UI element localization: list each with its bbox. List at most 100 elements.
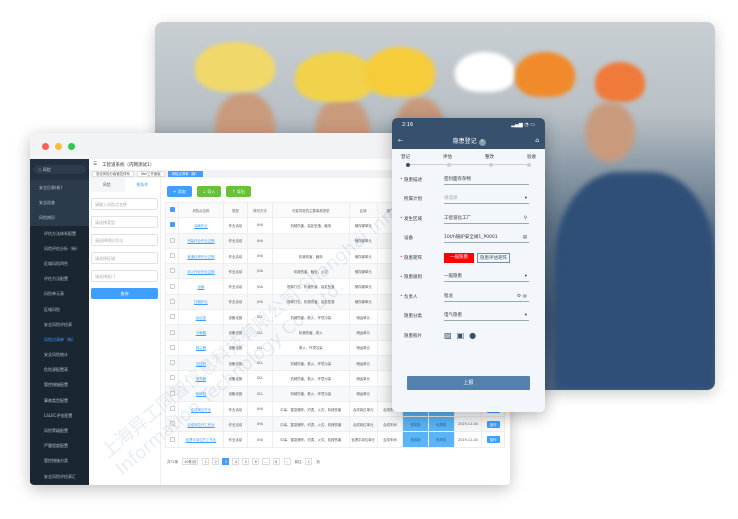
row-checkbox[interactable]: [164, 309, 180, 326]
row-checkbox[interactable]: [164, 339, 180, 356]
method-select[interactable]: 请选择辨识方法: [91, 234, 158, 246]
page-button[interactable]: 2: [212, 457, 220, 465]
sidebar-item[interactable]: 风险等级配置: [30, 423, 89, 439]
back-arrow-icon[interactable]: ←: [398, 137, 404, 144]
home-icon[interactable]: ⌂: [535, 137, 539, 144]
cell[interactable]: 换热器: [178, 370, 224, 387]
field-input[interactable]: 工智道化工厂 ⚲: [444, 214, 529, 224]
field-input[interactable]: 密封面有杂物: [444, 175, 529, 185]
add-video-icon[interactable]: ▣: [456, 330, 465, 340]
sidebar-item[interactable]: 区域风险: [30, 301, 89, 317]
dropdown-arrow-icon[interactable]: ▾: [524, 313, 527, 319]
row-checkbox[interactable]: [164, 385, 180, 402]
cell[interactable]: 空压机: [178, 354, 224, 372]
sidebar-item[interactable]: LSLEC评估配置: [30, 407, 89, 423]
cell[interactable]: 涂刷作业: [178, 217, 224, 234]
page-button[interactable]: ...: [262, 457, 270, 465]
field-input[interactable]: 电气隐患 ▾: [444, 311, 529, 322]
page-button[interactable]: 3: [222, 457, 230, 465]
field-input[interactable]: 请选择 ▾: [444, 194, 529, 205]
sidebar-item[interactable]: 安全风险评估表汇: [30, 468, 89, 484]
page-button[interactable]: 8: [272, 457, 280, 465]
search-button[interactable]: 查询: [91, 288, 158, 299]
sidebar-item[interactable]: 危险源配置表: [30, 362, 89, 378]
page-button[interactable]: 6: [252, 457, 260, 465]
dropdown-arrow-icon[interactable]: ▾: [524, 274, 527, 280]
sidebar-item[interactable]: 严重程度配置: [30, 438, 89, 454]
sidebar-item[interactable]: 安全风险统计: [30, 347, 89, 363]
row-checkbox[interactable]: [164, 354, 180, 372]
field-input[interactable]: 程龙 ⚙ @: [444, 292, 529, 302]
maximize-button[interactable]: [68, 142, 75, 150]
row-checkbox[interactable]: [164, 247, 180, 265]
cell[interactable]: 合成岗位作业: [178, 400, 224, 418]
tab-risk-control[interactable]: 安全风险分级管控体系: [92, 171, 134, 177]
cell[interactable]: 分离器: [178, 324, 224, 341]
row-checkbox[interactable]: [164, 416, 180, 433]
sidebar-item[interactable]: 风险点清单（新）: [30, 331, 89, 348]
row-checkbox[interactable]: [164, 431, 180, 448]
cell[interactable]: 动火作业作业过程: [178, 263, 224, 280]
cell[interactable]: 打磨作业: [178, 293, 224, 311]
operate-button[interactable]: 操作: [486, 436, 500, 444]
cell[interactable]: 氨透平岗位开工作业: [178, 431, 224, 448]
page-button[interactable]: 1: [202, 457, 210, 465]
row-checkbox[interactable]: [164, 232, 180, 249]
filter-tab-condition[interactable]: 按条件: [124, 178, 160, 192]
type-select[interactable]: 请选择类型: [91, 216, 158, 228]
department-select[interactable]: 请选择部门: [91, 270, 158, 282]
sidebar-item[interactable]: 管控措施配置: [30, 377, 89, 393]
page-button[interactable]: 4: [232, 457, 240, 465]
next-page-button[interactable]: ›: [283, 457, 291, 465]
sidebar-item[interactable]: 评估方法配置: [30, 271, 89, 287]
sidebar-item[interactable]: 管控措施分类: [30, 453, 89, 469]
operate-button[interactable]: 操作: [486, 420, 500, 428]
location-pin-icon[interactable]: ⚲: [523, 215, 527, 221]
submit-button[interactable]: 上报: [407, 376, 530, 390]
add-button[interactable]: + 添加: [167, 186, 192, 197]
page-button[interactable]: 5: [242, 457, 250, 465]
help-icon[interactable]: ?: [478, 138, 486, 146]
scan-icon[interactable]: ▤: [522, 235, 527, 241]
sidebar-item[interactable]: 风险评估分析（新）: [30, 240, 89, 256]
sidebar-item[interactable]: 风险单元表: [30, 286, 89, 302]
cell[interactable]: 合成岗位开工作业: [178, 416, 224, 433]
select-all-checkbox[interactable]: [164, 201, 180, 219]
dropdown-arrow-icon[interactable]: ▾: [524, 196, 527, 202]
goto-input[interactable]: 1: [305, 457, 313, 465]
sidebar-item[interactable]: 安全风险评估表: [30, 316, 89, 332]
matrix-button[interactable]: 隐患评估矩阵: [477, 252, 510, 263]
close-button[interactable]: [42, 142, 49, 150]
cell[interactable]: 吊装作业作业过程: [178, 232, 224, 249]
cell[interactable]: 反应釜: [178, 309, 224, 326]
cell[interactable]: 运输: [178, 278, 224, 295]
minimize-button[interactable]: [55, 142, 62, 150]
add-voice-icon[interactable]: ●: [469, 330, 477, 340]
row-checkbox[interactable]: [164, 324, 180, 341]
area-select[interactable]: 请选择区域: [91, 252, 158, 264]
import-button[interactable]: ⇣ 导入: [196, 186, 222, 197]
tab-workbench[interactable]: Wel工作面板: [136, 171, 165, 177]
sidebar-item[interactable]: 事故类型配置: [30, 392, 89, 408]
name-input[interactable]: 请输入风险点名称: [91, 198, 158, 210]
sidebar-item[interactable]: 安全巡查: [30, 195, 89, 211]
sidebar-item[interactable]: 区域风险四色: [30, 255, 89, 272]
person-icons[interactable]: ⚙ @: [517, 293, 527, 299]
cell[interactable]: 管道检修作业过程: [178, 247, 224, 265]
page-size-select[interactable]: 10条/页: [182, 457, 199, 465]
add-image-icon[interactable]: ▨: [444, 330, 452, 340]
row-checkbox[interactable]: [164, 263, 180, 280]
tab-risk-list[interactable]: 风险点清单（新）: [167, 171, 203, 177]
sidebar-item[interactable]: 评估方法体系配置: [30, 225, 89, 241]
filter-tab-risk[interactable]: 风险: [89, 178, 125, 192]
cell[interactable]: 粉碎机: [178, 385, 224, 402]
menu-icon[interactable]: ☰: [93, 162, 98, 167]
sidebar-item[interactable]: 安全后果(新): [30, 180, 89, 196]
row-checkbox[interactable]: [164, 278, 180, 295]
sidebar-item[interactable]: 风险辨识: [30, 210, 89, 226]
cell[interactable]: 除尘器: [178, 339, 224, 356]
export-button[interactable]: ⇡ 导出: [226, 186, 251, 197]
sidebar-search-input[interactable]: ○ 风险: [33, 165, 86, 174]
row-checkbox[interactable]: [164, 217, 180, 234]
field-input[interactable]: 10t/h锅炉安全阀1_P0001 ▤: [444, 233, 529, 244]
